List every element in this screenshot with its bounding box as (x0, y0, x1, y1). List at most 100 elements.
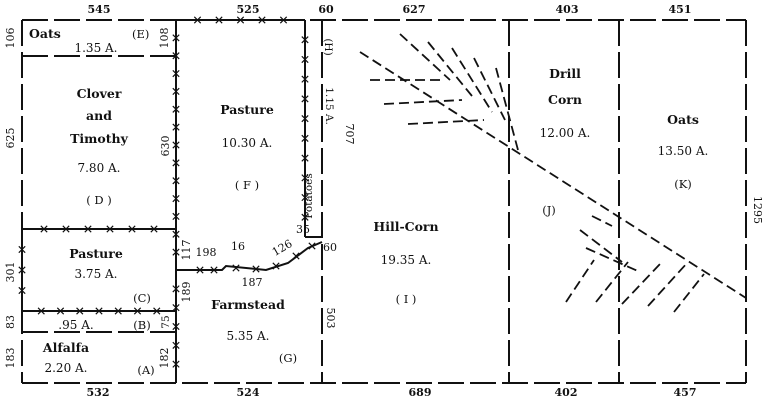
fence-x-mark (252, 265, 260, 273)
fence-x-mark (114, 307, 122, 315)
fence-x-mark (172, 123, 180, 131)
lower-furrow-2 (595, 261, 629, 303)
field-G: Farmstead 5.35 A. (G) (211, 297, 297, 365)
lower-branch-1 (579, 229, 623, 263)
top-dimensions: 545 525 60 627 403 451 (88, 3, 692, 16)
fence-x-mark (258, 16, 266, 24)
dim-189: 189 (180, 282, 193, 303)
field-boundaries (21, 19, 747, 384)
dim-60: 60 (323, 241, 337, 254)
dim-left-5: 183 (4, 348, 17, 369)
fence-x-mark (301, 174, 309, 182)
fence-x-mark (76, 307, 84, 315)
fence-x-mark (272, 262, 280, 270)
bottom-dimensions: 532 524 689 402 457 (87, 386, 697, 399)
field-A-area: 2.20 A. (44, 361, 87, 375)
lower-branch-3 (591, 215, 613, 227)
field-C: Pasture 3.75 A. (C) (69, 246, 151, 305)
fence-x-mark (128, 225, 136, 233)
upper-branch-2 (383, 99, 463, 105)
field-F: Pasture 10.30 A. ( F ) (220, 102, 274, 192)
dim-16: 16 (231, 240, 245, 253)
fence-x-mark (56, 307, 65, 315)
fence-x-mark (172, 230, 180, 238)
furrow-hatching (359, 33, 747, 313)
field-E-letter: (E) (132, 27, 149, 41)
field-A-letter: (A) (137, 363, 154, 377)
dim-bottom-5: 457 (674, 386, 697, 399)
fence-x-mark (172, 141, 180, 149)
fence-x-mark (37, 307, 45, 315)
dim-bottom-4: 402 (555, 386, 578, 399)
fence-marks (18, 16, 316, 368)
field-E-area: 1.35 A. (74, 41, 117, 55)
dim-left-1: 106 (4, 28, 17, 49)
fence-x-mark (301, 115, 309, 123)
dim-top-4: 627 (403, 3, 426, 16)
fence-x-mark (84, 225, 92, 233)
field-D-name-2: and (86, 108, 112, 123)
fence-x-mark (292, 252, 300, 260)
fence-x-mark (18, 286, 26, 295)
field-F-letter: ( F ) (235, 178, 259, 192)
fence-x-mark (150, 225, 158, 233)
dim-182: 182 (158, 348, 171, 369)
field-B-letter: (B) (133, 318, 150, 332)
fence-x-mark (232, 264, 240, 272)
fence-x-mark (301, 55, 309, 64)
dim-left-4: 83 (4, 315, 17, 329)
field-B: .95 A. (B) (58, 318, 150, 332)
dim-top-2: 525 (237, 3, 260, 16)
lower-branch-2 (585, 247, 641, 273)
fence-x-mark (172, 87, 180, 96)
fence-x-mark (210, 266, 218, 274)
field-J-area: 12.00 A. (540, 126, 591, 140)
fence-x-mark (18, 245, 26, 254)
fence-x-mark (236, 16, 245, 24)
fence-x-mark (40, 225, 48, 233)
dim-bottom-3: 689 (409, 386, 432, 399)
fence-x-mark (18, 266, 26, 274)
dim-75: 75 (160, 315, 172, 328)
fence-x-mark (172, 248, 180, 256)
dim-503: 503 (324, 308, 337, 329)
field-H-letter: (H) (322, 38, 334, 55)
upper-furrow-1 (399, 33, 451, 81)
fence-x-mark (172, 212, 180, 221)
field-C-name: Pasture (69, 246, 123, 261)
field-A: Alfalfa 2.20 A. (A) (42, 340, 155, 377)
field-E-name: Oats (29, 26, 61, 41)
dim-bottom-1: 532 (87, 386, 110, 399)
dim-117: 117 (180, 240, 193, 261)
dim-35: 35 (296, 223, 310, 236)
main-diagonal-furrow (359, 51, 747, 299)
dim-top-1: 545 (88, 3, 111, 16)
field-H-crop: Potatoes (303, 173, 315, 219)
fence-x-mark (301, 95, 309, 103)
dim-198: 198 (196, 246, 217, 259)
lower-furrow-5 (673, 273, 705, 313)
field-D: Clover and Timothy 7.80 A. ( D ) (70, 86, 128, 207)
field-D-letter: ( D ) (86, 193, 112, 207)
field-I-name: Hill-Corn (373, 219, 438, 234)
dim-707: 707 (343, 124, 356, 145)
fence-x-mark (301, 154, 309, 162)
field-G-letter: (G) (279, 351, 297, 365)
fence-x-mark (172, 34, 180, 42)
field-D-name-1: Clover (77, 86, 122, 101)
field-E: Oats (E) 1.35 A. (29, 26, 149, 55)
field-K-area: 13.50 A. (658, 144, 709, 158)
fence-x-mark (301, 36, 309, 44)
fence-x-mark (301, 213, 309, 221)
fence-x-mark (193, 16, 202, 24)
field-G-name: Farmstead (211, 297, 285, 312)
field-J-name-2: Corn (548, 92, 582, 107)
dim-630: 630 (159, 136, 172, 157)
fence-x-mark (153, 307, 161, 315)
fence-x-mark (308, 242, 316, 250)
dim-126: 126 (270, 237, 295, 259)
field-C-letter: (C) (133, 291, 151, 305)
dim-left-3: 301 (4, 262, 17, 283)
